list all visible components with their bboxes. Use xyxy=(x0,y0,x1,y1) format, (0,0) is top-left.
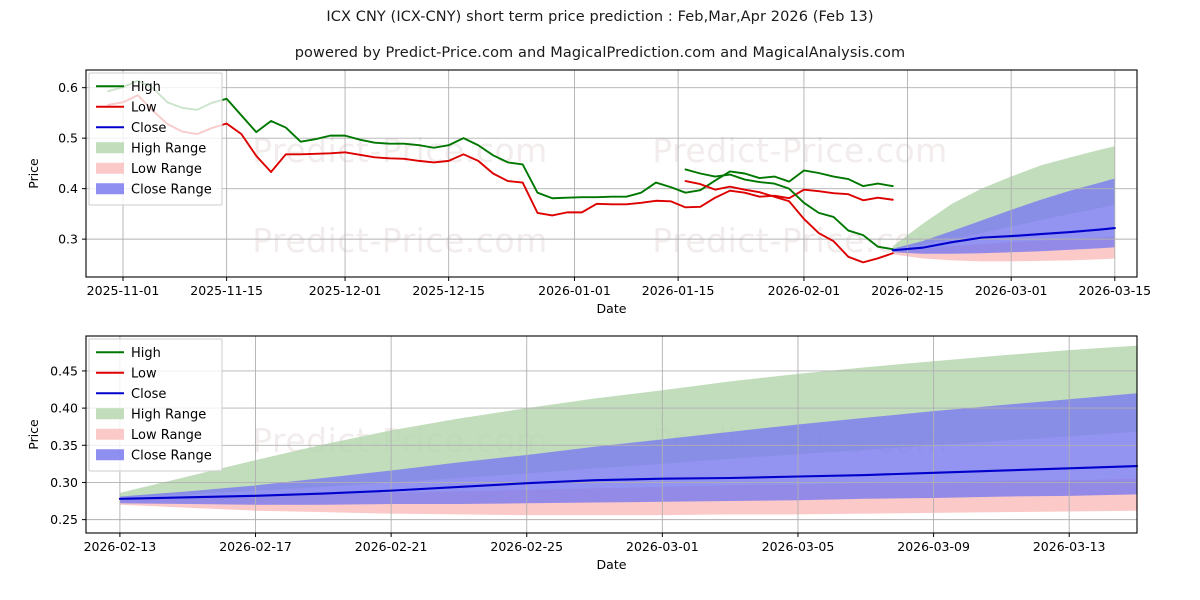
legend-item-close-range[interactable]: Close Range xyxy=(96,448,212,463)
legend-item-close-range[interactable]: Close Range xyxy=(96,182,212,197)
bottom-y-axis-label: Price xyxy=(26,419,41,450)
legend-label: Low xyxy=(131,366,157,381)
legend-item-low-range[interactable]: Low Range xyxy=(96,428,202,443)
legend-label: Close xyxy=(131,387,166,402)
y-tick-label: 0.30 xyxy=(50,475,78,490)
x-tick-label: 2026-01-15 xyxy=(642,283,715,298)
x-tick-label: 2026-02-01 xyxy=(768,283,841,298)
legend-patch-swatch xyxy=(96,142,124,154)
legend-label: Low Range xyxy=(131,162,202,177)
top-x-tick-labels: 2025-11-01 2025-11-15 2025-12-01 2025-12-15… xyxy=(87,283,1151,298)
top-watermark-group: Predict-Price.com Predict-Price.com Predic… xyxy=(252,131,948,260)
y-tick-label: 0.5 xyxy=(58,131,78,146)
legend-label: Low xyxy=(131,100,157,115)
legend-label: High Range xyxy=(131,407,206,422)
legend-label: Close xyxy=(131,121,166,136)
top-x-axis-label: Date xyxy=(597,301,627,316)
legend-item-high[interactable]: High xyxy=(96,346,161,361)
top-y-axis-label: Price xyxy=(26,158,41,189)
y-tick-label: 0.40 xyxy=(50,401,78,416)
y-tick-label: 0.25 xyxy=(50,512,78,527)
legend-patch-swatch xyxy=(96,162,124,174)
bottom-tick-marks xyxy=(82,370,1070,537)
legend-label: Close Range xyxy=(131,182,212,197)
x-tick-label: 2026-03-01 xyxy=(975,283,1048,298)
x-tick-label: 2026-03-15 xyxy=(1078,283,1151,298)
legend-label: High xyxy=(131,80,161,95)
legend-label: High xyxy=(131,346,161,361)
legend-patch-swatch xyxy=(96,408,124,420)
top-plot-frame xyxy=(85,69,1138,278)
x-tick-label: 2026-02-17 xyxy=(219,539,292,554)
x-tick-label: 2025-12-01 xyxy=(309,283,382,298)
top-series-lines xyxy=(107,79,1116,264)
watermark-text: Predict-Price.com xyxy=(252,131,548,170)
legend-label: High Range xyxy=(131,141,206,156)
x-tick-label: 2026-03-09 xyxy=(897,539,970,554)
bottom-gridlines xyxy=(86,336,1137,533)
top-y-tick-labels: 0.3 0.4 0.5 0.6 xyxy=(58,80,78,246)
y-tick-label: 0.3 xyxy=(58,232,78,247)
legend-label: Close Range xyxy=(131,448,212,463)
x-tick-label: 2026-02-21 xyxy=(355,539,428,554)
legend-patch-swatch xyxy=(96,428,124,440)
x-tick-label: 2026-03-05 xyxy=(762,539,835,554)
legend-patch-swatch xyxy=(96,183,124,195)
legend-item-high-range[interactable]: High Range xyxy=(96,141,206,156)
top-chart: Predict-Price.com Predict-Price.com Predic… xyxy=(26,69,1151,316)
legend-item-close[interactable]: Close xyxy=(96,121,166,136)
x-tick-label: 2026-01-01 xyxy=(538,283,611,298)
bottom-plot-frame xyxy=(85,335,1138,534)
page-subtitle: powered by Predict-Price.com and Magical… xyxy=(294,45,906,61)
top-legend: High Low Close High Range Low Range Close Ran… xyxy=(88,72,223,206)
bottom-forecast-bands xyxy=(119,345,1137,516)
x-tick-label: 2025-11-01 xyxy=(87,283,160,298)
legend-item-low[interactable]: Low xyxy=(96,366,157,381)
bottom-y-tick-labels: 0.25 0.30 0.35 0.40 0.45 xyxy=(50,363,78,527)
bottom-legend: High Low Close High Range Low Range Close Ran… xyxy=(88,338,223,472)
x-tick-label: 2025-11-15 xyxy=(190,283,263,298)
y-tick-label: 0.6 xyxy=(58,80,78,95)
bottom-x-tick-labels: 2026-02-13 2026-02-17 2026-02-21 2026-02-25… xyxy=(84,539,1106,554)
watermark-text: Predict-Price.com xyxy=(252,221,548,260)
legend-item-high[interactable]: High xyxy=(96,80,161,95)
bottom-series-lines xyxy=(118,465,1139,500)
x-tick-label: 2026-03-01 xyxy=(626,539,699,554)
x-tick-label: 2025-12-15 xyxy=(412,283,485,298)
bottom-x-axis-label: Date xyxy=(597,557,627,572)
x-tick-label: 2026-02-15 xyxy=(871,283,944,298)
top-forecast-bands xyxy=(892,146,1115,262)
legend-item-low-range[interactable]: Low Range xyxy=(96,162,202,177)
legend-patch-swatch xyxy=(96,449,124,461)
y-tick-label: 0.4 xyxy=(58,181,78,196)
legend-item-close[interactable]: Close xyxy=(96,387,166,402)
watermark-text: Predict-Price.com xyxy=(652,131,948,170)
x-tick-label: 2026-02-13 xyxy=(84,539,157,554)
legend-label: Low Range xyxy=(131,428,202,443)
top-tick-marks xyxy=(82,87,1116,281)
legend-item-high-range[interactable]: High Range xyxy=(96,407,206,422)
y-tick-label: 0.45 xyxy=(50,363,78,378)
x-tick-label: 2026-02-25 xyxy=(490,539,563,554)
x-tick-label: 2026-03-13 xyxy=(1033,539,1106,554)
y-tick-label: 0.35 xyxy=(50,438,78,453)
legend-item-low[interactable]: Low xyxy=(96,100,157,115)
page-title: ICX CNY (ICX-CNY) short term price predi… xyxy=(326,9,874,25)
